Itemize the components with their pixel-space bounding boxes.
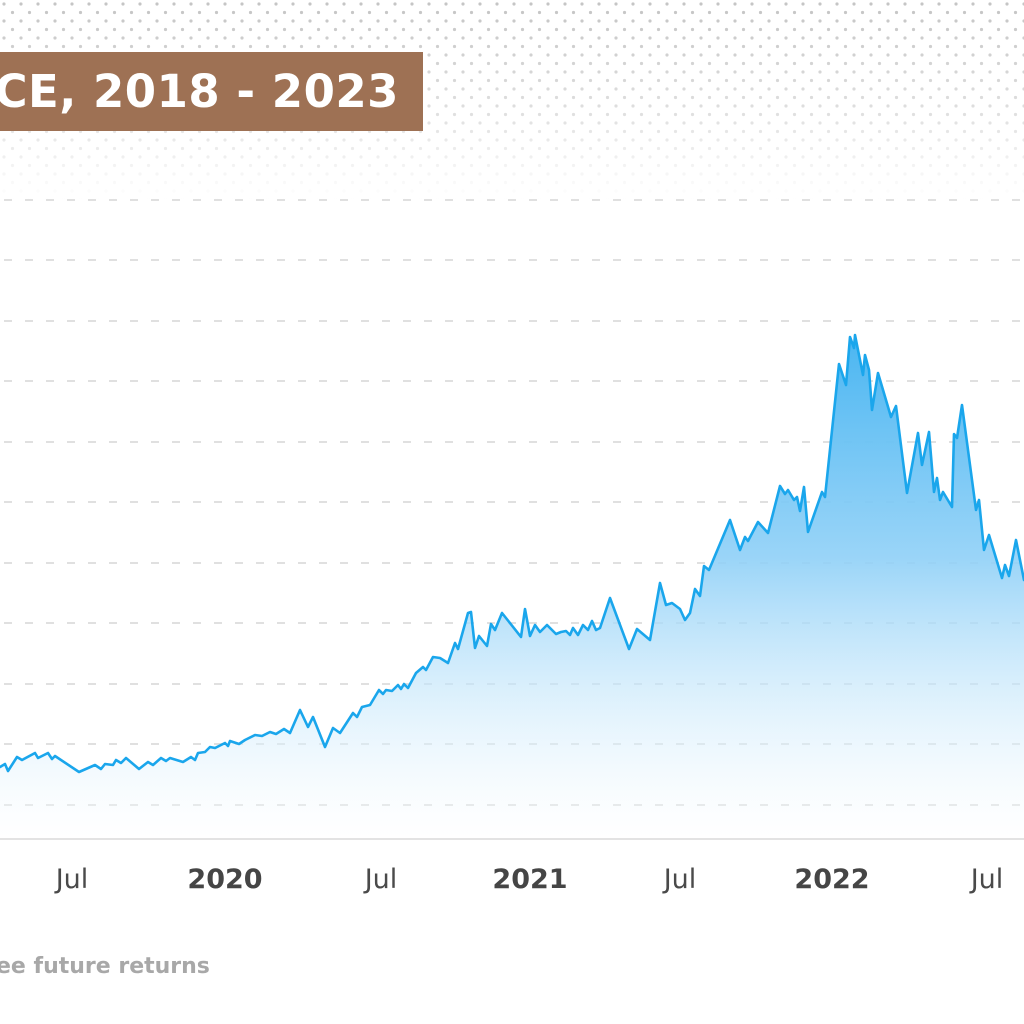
price-line	[0, 333, 1024, 774]
x-tick-jul-2020: Jul	[364, 864, 398, 895]
x-tick-jul-2022: Jul	[970, 864, 1004, 895]
chart-title: RICE, 2018 - 2023	[0, 65, 399, 118]
x-tick-2022: 2022	[794, 864, 870, 895]
x-tick-jul-2021: Jul	[663, 864, 697, 895]
x-tick-2020: 2020	[187, 864, 263, 895]
x-tick-2021: 2021	[492, 864, 568, 895]
chart-title-banner: RICE, 2018 - 2023	[0, 52, 423, 131]
x-tick-jul-2019: Jul	[55, 864, 89, 895]
disclaimer-text: ee future returns	[0, 954, 210, 979]
price-area-fill	[0, 335, 1024, 838]
